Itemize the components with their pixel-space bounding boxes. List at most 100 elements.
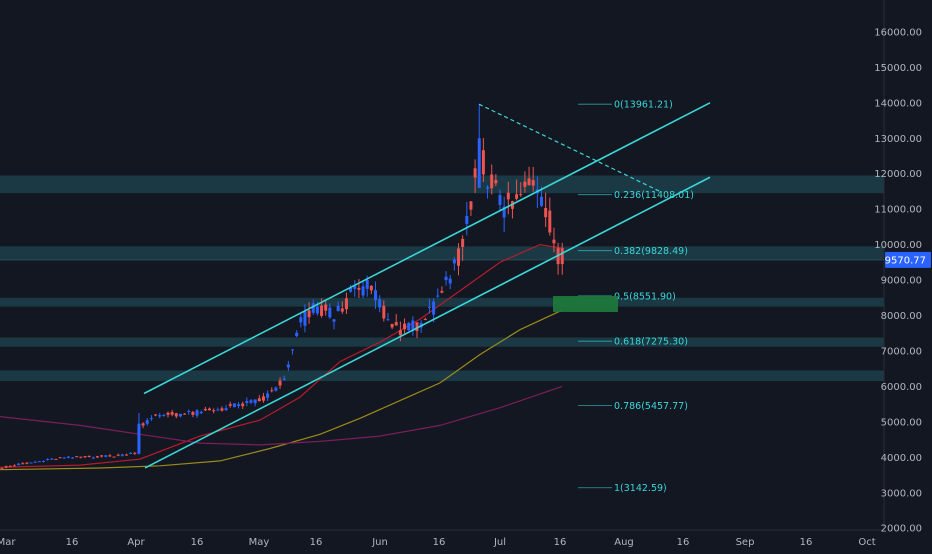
candle-body	[183, 413, 187, 415]
zone-3	[0, 337, 884, 347]
candle-body	[291, 349, 294, 351]
y-tick-label: 15000.00	[874, 63, 922, 74]
y-tick-label: 11000.00	[874, 205, 922, 216]
candle-body	[266, 393, 270, 398]
target-zone	[553, 296, 618, 312]
fib-level-label: 0.618(7275.30)	[614, 337, 688, 348]
fibonacci-levels: 0(13961.21) 0.236(11408.01) 0.382(9828.49)…	[578, 100, 694, 494]
candle-body	[62, 457, 66, 459]
x-tick-label: Apr	[127, 537, 145, 548]
fib-level-label: 1(3142.59)	[614, 483, 667, 494]
candle-body	[42, 460, 45, 462]
candle-body	[87, 456, 91, 458]
candle-body	[382, 305, 386, 319]
x-tick-label: 16	[677, 537, 690, 548]
candle-body	[369, 285, 373, 291]
y-tick-label: 10000.00	[874, 240, 922, 251]
target-box	[553, 296, 618, 312]
candle-body	[552, 239, 556, 244]
candle-body	[0, 467, 4, 469]
candle-body	[469, 201, 473, 210]
candle-body	[340, 308, 344, 312]
candle-body	[415, 322, 419, 332]
candle-body	[506, 192, 510, 200]
zone-1	[0, 246, 884, 261]
candle-body	[91, 457, 95, 459]
candle-body	[544, 207, 548, 218]
candle-body	[245, 400, 249, 403]
candle-body	[519, 194, 523, 196]
candle-body	[344, 298, 348, 310]
x-tick-label: Aug	[614, 537, 634, 548]
candle-body	[145, 420, 149, 424]
x-tick-label: 16	[66, 537, 79, 548]
candle-body	[427, 306, 431, 308]
candle-body	[386, 319, 390, 321]
candle-body	[452, 259, 456, 264]
candle-body	[133, 452, 137, 454]
channel-upper-line	[143, 102, 711, 395]
fib-level-label: 0.786(5457.77)	[614, 401, 688, 412]
candle-body	[473, 168, 477, 178]
candle-body	[523, 181, 527, 187]
candle-body	[257, 398, 261, 402]
candle-body	[17, 463, 21, 466]
channel-lower-line	[144, 176, 711, 469]
candle-body	[515, 194, 519, 199]
candle-body	[203, 408, 207, 411]
candle-body	[299, 317, 303, 323]
candle-body	[154, 414, 158, 416]
y-tick-label: 8000.00	[881, 311, 922, 322]
y-tick-label: 13000.00	[874, 134, 922, 145]
candle-body	[58, 457, 62, 459]
x-tick-label: Jun	[371, 537, 388, 548]
candle-body	[232, 403, 236, 408]
candle-body	[349, 288, 353, 292]
candle-body	[490, 174, 494, 189]
candle-body	[25, 462, 29, 464]
candle-body	[531, 180, 535, 186]
fib-level-label: 0.382(9828.49)	[614, 246, 688, 257]
candle-body	[477, 138, 481, 188]
candle-body	[224, 408, 228, 411]
candle-body	[444, 276, 448, 281]
candle-body	[66, 456, 70, 458]
candle-body	[29, 462, 33, 464]
candle-body	[440, 290, 444, 293]
time-axis[interactable]: Mar 16 Apr 16 May 16 Jun 16 Jul 16 Aug 16 Sep 16 Oct	[0, 537, 876, 548]
candle-body	[216, 409, 220, 411]
candle-body	[261, 396, 265, 401]
candle-body	[249, 400, 253, 403]
candle-body	[481, 150, 485, 175]
candle-body	[170, 412, 174, 415]
candle-body	[79, 456, 83, 458]
candle-body	[71, 457, 75, 459]
candle-body	[502, 206, 506, 218]
candle-body	[494, 180, 498, 184]
candle-body	[8, 465, 12, 467]
candle-body	[448, 278, 452, 284]
candle-body	[353, 285, 357, 289]
y-tick-label: 3000.00	[881, 488, 922, 499]
candle-body	[100, 455, 104, 457]
last-price-badge	[885, 251, 931, 268]
y-tick-label: 12000.00	[874, 169, 922, 180]
candle-body	[158, 415, 162, 417]
candle-body	[324, 304, 328, 311]
candle-body	[315, 306, 319, 314]
candle-body	[120, 454, 124, 456]
candle-body	[398, 330, 402, 336]
candle-body	[374, 290, 377, 301]
price-axis[interactable]: 16000.00 15000.00 14000.00 13000.00 12000.00…	[874, 27, 922, 534]
candle-body	[220, 408, 224, 411]
candle-body	[112, 456, 116, 458]
candle-body	[436, 295, 440, 297]
candle-body	[357, 287, 361, 290]
ma-slow-line	[0, 385, 563, 446]
candle-body	[83, 456, 87, 458]
candle-body	[75, 456, 79, 458]
candle-body	[390, 324, 394, 328]
